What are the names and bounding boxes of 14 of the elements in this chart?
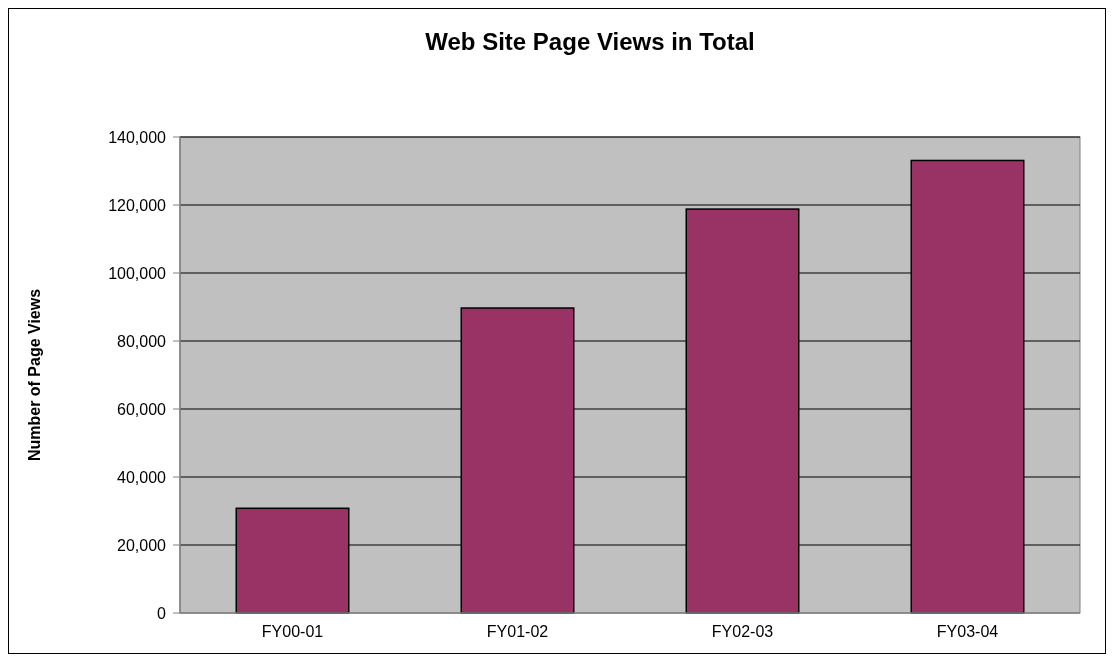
x-tick-label: FY00-01 (261, 623, 324, 640)
y-tick-label: 40,000 (117, 468, 167, 486)
y-tick-label: 20,000 (117, 536, 167, 554)
y-tick-label: 140,000 (108, 128, 167, 146)
y-tick-label: 60,000 (117, 400, 167, 418)
y-tick-label: 120,000 (108, 196, 167, 214)
chart-title: Web Site Page Views in Total (425, 28, 755, 55)
x-tick-label: FY02-03 (711, 623, 774, 640)
y-tick-label: 0 (157, 604, 167, 622)
x-tick-label: FY03-04 (936, 623, 999, 640)
y-axis-title: Number of Page Views (26, 288, 43, 462)
y-tick-label: 80,000 (117, 332, 167, 350)
y-tick-label: 100,000 (108, 264, 167, 282)
x-tick-label: FY01-02 (486, 623, 549, 640)
